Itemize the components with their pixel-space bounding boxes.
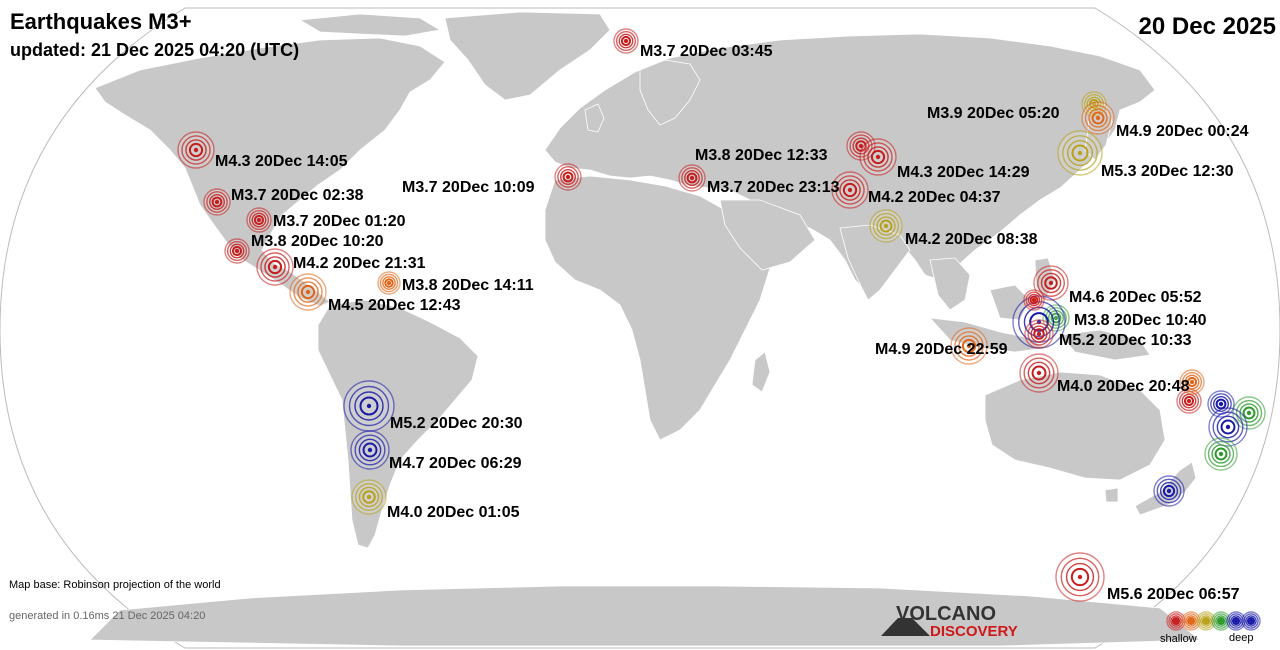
legend-ring[interactable]: [1241, 611, 1261, 631]
generated-text: generated in 0.16ms 21 Dec 2025 04:20: [9, 610, 205, 622]
quake-label[interactable]: M4.2 20Dec 08:38: [905, 231, 1038, 248]
volcano-discovery-logo[interactable]: VOLCANO DISCOVERY: [881, 603, 1018, 640]
legend-shallow-label: shallow: [1160, 633, 1197, 645]
quake-label[interactable]: M4.2 20Dec 21:31: [293, 255, 426, 272]
quake-marker[interactable]: [1019, 353, 1059, 393]
quake-marker[interactable]: [869, 209, 903, 243]
quake-label[interactable]: M4.3 20Dec 14:05: [215, 153, 348, 170]
map-title: Earthquakes M3+: [10, 9, 192, 34]
africa: [544, 175, 771, 441]
quake-marker[interactable]: [246, 207, 272, 233]
logo-discovery-text: DISCOVERY: [930, 623, 1018, 640]
quake-marker[interactable]: [554, 163, 582, 191]
quake-label[interactable]: M5.3 20Dec 12:30: [1101, 163, 1234, 180]
quake-marker[interactable]: [1153, 475, 1185, 507]
quake-marker[interactable]: [351, 479, 387, 515]
arabia: [719, 199, 816, 271]
quake-marker[interactable]: [1033, 265, 1069, 301]
quake-label[interactable]: M3.7 20Dec 10:09: [402, 179, 535, 196]
greenland: [444, 11, 611, 101]
quake-label[interactable]: M5.2 20Dec 10:33: [1059, 332, 1192, 349]
legend-rings: [1166, 611, 1261, 631]
quake-label[interactable]: M3.8 20Dec 14:11: [402, 277, 534, 294]
quake-marker[interactable]: [203, 188, 231, 216]
quake-label[interactable]: M4.2 20Dec 04:37: [868, 189, 1001, 206]
quake-label[interactable]: M3.7 20Dec 03:45: [640, 43, 773, 60]
quake-marker[interactable]: [1179, 369, 1205, 395]
quake-marker[interactable]: [289, 273, 327, 311]
madagascar: [751, 351, 771, 393]
quake-label[interactable]: M4.3 20Dec 14:29: [897, 164, 1030, 181]
date-text: 20 Dec 2025: [1139, 13, 1276, 40]
quake-label[interactable]: M4.9 20Dec 00:24: [1116, 123, 1249, 140]
legend-ring[interactable]: [1226, 611, 1246, 631]
quake-label[interactable]: M3.8 20Dec 10:40: [1074, 312, 1207, 329]
legend-deep-label: deep: [1229, 632, 1253, 644]
quake-marker[interactable]: [1055, 552, 1105, 602]
quake-marker[interactable]: [859, 138, 897, 176]
south-america: [317, 299, 479, 549]
quake-label[interactable]: M4.9 20Dec 22:59: [875, 341, 1008, 358]
earthquake-markers: [177, 28, 1266, 602]
arctic-islands: [298, 13, 442, 37]
quake-marker[interactable]: [1081, 101, 1115, 135]
quake-marker[interactable]: [256, 248, 294, 286]
new-guinea: [1059, 329, 1151, 361]
earthquake-labels: M3.7 20Dec 03:45 M3.9 20Dec 05:20 M4.9 2…: [215, 43, 1249, 603]
australia: [984, 371, 1166, 481]
quake-label[interactable]: M3.7 20Dec 23:13: [707, 179, 840, 196]
scandinavia: [639, 59, 701, 126]
quake-marker[interactable]: [343, 380, 395, 432]
borneo: [989, 284, 1031, 321]
quake-marker[interactable]: [678, 164, 706, 192]
quake-marker[interactable]: [1012, 295, 1066, 349]
logo-volcano-text: VOLCANO: [896, 603, 996, 625]
depth-legend: shallow deep: [1160, 611, 1261, 645]
quake-marker[interactable]: [613, 28, 639, 54]
new-zealand: [1134, 461, 1197, 516]
quake-label[interactable]: M4.0 20Dec 20:48: [1057, 378, 1190, 395]
quake-label[interactable]: M4.6 20Dec 05:52: [1069, 289, 1202, 306]
quake-label[interactable]: M3.8 20Dec 10:20: [251, 233, 384, 250]
southeast-asia: [929, 257, 971, 311]
tasmania: [1104, 487, 1119, 503]
quake-label[interactable]: M3.7 20Dec 02:38: [231, 187, 364, 204]
land-masses: [89, 11, 1202, 647]
quake-marker[interactable]: [350, 430, 390, 470]
quake-marker[interactable]: [1057, 130, 1103, 176]
quake-label[interactable]: M4.5 20Dec 12:43: [328, 297, 461, 314]
quake-marker[interactable]: [177, 131, 215, 169]
quake-marker[interactable]: [831, 171, 869, 209]
quake-label[interactable]: M4.7 20Dec 06:29: [389, 455, 522, 472]
quake-label[interactable]: M3.9 20Dec 05:20: [927, 105, 1060, 122]
legend-ring[interactable]: [1196, 611, 1216, 631]
india: [839, 224, 911, 301]
map-base-text: Map base: Robinson projection of the wor…: [9, 579, 221, 591]
quake-label[interactable]: M3.8 20Dec 12:33: [695, 147, 828, 164]
volcano-icon: [881, 618, 930, 636]
quake-marker[interactable]: [1208, 407, 1248, 447]
legend-ring[interactable]: [1181, 611, 1201, 631]
quake-marker[interactable]: [1023, 289, 1045, 311]
legend-ring[interactable]: [1211, 611, 1231, 631]
quake-marker[interactable]: [1024, 319, 1054, 349]
quake-marker[interactable]: [224, 238, 250, 264]
quake-label[interactable]: M5.6 20Dec 06:57: [1107, 586, 1240, 603]
quake-marker[interactable]: [377, 271, 401, 295]
quake-label[interactable]: M4.0 20Dec 01:05: [387, 504, 520, 521]
quake-label[interactable]: M5.2 20Dec 20:30: [390, 415, 523, 432]
quake-marker[interactable]: [1207, 390, 1235, 418]
quake-marker[interactable]: [1204, 437, 1238, 471]
legend-ring[interactable]: [1166, 611, 1186, 631]
british-isles: [584, 103, 605, 133]
quake-marker[interactable]: [1176, 388, 1202, 414]
quake-label[interactable]: M3.7 20Dec 01:20: [273, 213, 406, 230]
quake-marker[interactable]: [950, 327, 988, 365]
updated-text: updated: 21 Dec 2025 04:20 (UTC): [10, 40, 299, 60]
